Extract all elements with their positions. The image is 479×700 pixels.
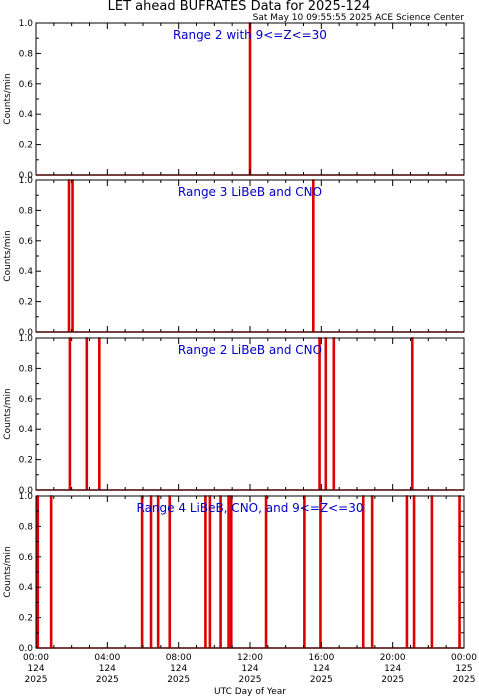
x-tick-label-time: 04:00 (94, 653, 120, 663)
panel-4: 0.0 0.2 0.4 0.6 0.8 1.0 Counts/min Range 4 LiBe… (3, 492, 477, 685)
y-axis-label: Counts/min (3, 388, 13, 439)
y-tick-label: 1.0 (19, 176, 34, 186)
y-tick-label: 0.0 (19, 486, 34, 496)
panels: 0.0 0.2 0.4 0.6 0.8 1.0 Counts/min Range 2 with… (3, 19, 477, 685)
series-line-1 (36, 22, 464, 176)
x-axis-label: UTC Day of Year (214, 687, 286, 697)
panel-label: Range 3 LiBeB and CNO (178, 185, 322, 199)
y-tick-label: 0.2 (19, 614, 33, 624)
x-tick-label-time: 00:00 (451, 653, 477, 663)
y-tick-label: 0.8 (19, 49, 34, 59)
y-tick-label: 0.6 (19, 237, 34, 247)
x-tick-label-year: 2025 (381, 675, 404, 685)
panel-label: Range 2 LiBeB and CNO (178, 343, 322, 357)
x-tick-label-doy: 124 (313, 664, 330, 674)
y-tick-label: 0.6 (19, 395, 34, 405)
x-tick-label-doy: 124 (99, 664, 116, 674)
x-tick-label-doy: 125 (455, 664, 472, 674)
x-tick-label-time: 16:00 (308, 653, 334, 663)
y-tick-label: 0.4 (19, 267, 34, 277)
x-tick-label-doy: 124 (27, 664, 44, 674)
y-axis-label: Counts/min (3, 546, 13, 597)
plot-frame (35, 179, 465, 333)
timestamp: Sat May 10 09:55:55 2025 ACE Science Cen… (253, 13, 465, 23)
y-tick-label: 0.2 (19, 298, 33, 308)
x-tick-label-year: 2025 (239, 675, 262, 685)
x-tick-label-year: 2025 (310, 675, 333, 685)
y-tick-label: 0.4 (19, 583, 34, 593)
series-line-4 (36, 495, 464, 649)
y-tick-label: 0.8 (19, 522, 34, 532)
y-tick-label: 0.6 (19, 553, 34, 563)
y-tick-label: 0.2 (19, 456, 33, 466)
panel-3: 0.0 0.2 0.4 0.6 0.8 1.0 Counts/min Range 2 LiBe… (3, 334, 465, 496)
panel-1: 0.0 0.2 0.4 0.6 0.8 1.0 Counts/min Range 2 with… (3, 19, 465, 181)
y-tick-label: 0.0 (19, 171, 34, 181)
x-tick-label-year: 2025 (453, 675, 476, 685)
y-tick-label: 0.4 (19, 110, 34, 120)
x-tick-label-time: 12:00 (237, 653, 263, 663)
x-tick-label-year: 2025 (167, 675, 190, 685)
y-axis-label: Counts/min (3, 230, 13, 281)
x-tick-label-time: 00:00 (23, 653, 49, 663)
y-tick-label: 1.0 (19, 334, 34, 344)
panel-2: 0.0 0.2 0.4 0.6 0.8 1.0 Counts/min Range 3 LiBe… (3, 176, 465, 338)
y-tick-label: 0.0 (19, 644, 34, 654)
panel-label: Range 4 LiBeB, CNO, and 9<=Z<=30 (137, 501, 364, 515)
y-tick-label: 1.0 (19, 19, 34, 29)
plot-frame (35, 495, 465, 649)
x-tick-label-time: 20:00 (380, 653, 406, 663)
panel-label: Range 2 with 9<=Z<=30 (173, 28, 327, 42)
x-tick-label-doy: 124 (170, 664, 187, 674)
y-tick-label: 0.4 (19, 425, 34, 435)
x-tick-label-doy: 124 (384, 664, 401, 674)
x-tick-label-year: 2025 (96, 675, 119, 685)
y-axis-label: Counts/min (3, 73, 13, 124)
series-line-3 (36, 337, 464, 491)
y-tick-label: 0.2 (19, 141, 33, 151)
y-tick-label: 1.0 (19, 492, 34, 502)
series-line-2 (36, 179, 464, 333)
x-tick-label-doy: 124 (241, 664, 258, 674)
x-tick-label-year: 2025 (25, 675, 48, 685)
y-tick-label: 0.8 (19, 206, 34, 216)
x-tick-label-time: 08:00 (166, 653, 192, 663)
y-tick-label: 0.8 (19, 364, 34, 374)
y-tick-label: 0.0 (19, 328, 34, 338)
y-tick-label: 0.6 (19, 80, 34, 90)
chart-title: LET ahead BUFRATES Data for 2025-124 (108, 0, 371, 14)
